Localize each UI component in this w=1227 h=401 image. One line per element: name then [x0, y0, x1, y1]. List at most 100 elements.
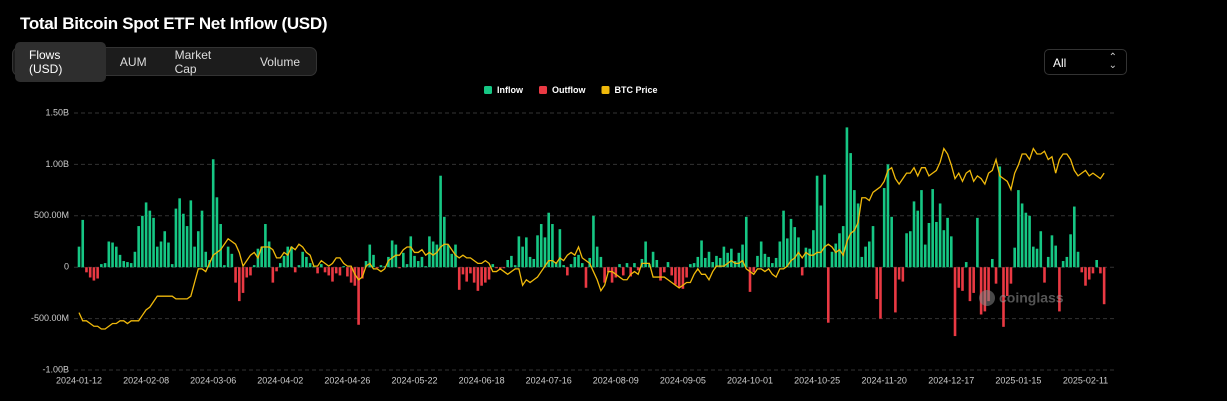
bar [1076, 251, 1080, 268]
bar [532, 258, 536, 268]
bar [961, 267, 964, 291]
bar [491, 264, 495, 268]
bar [957, 267, 961, 288]
bar [890, 216, 893, 268]
bar [834, 243, 838, 268]
x-tick-label: 2024-05-22 [391, 375, 437, 385]
bar [215, 197, 219, 268]
bar [85, 267, 88, 273]
bar [845, 127, 849, 268]
legend-swatch [539, 86, 547, 94]
bar [185, 226, 189, 268]
bar [510, 255, 513, 268]
bar [908, 231, 912, 268]
bar [375, 267, 379, 269]
bar [346, 267, 349, 277]
bar [1087, 267, 1091, 280]
bar [976, 217, 979, 268]
bar [808, 248, 811, 268]
bar [573, 256, 577, 268]
bar [431, 241, 435, 268]
bar [942, 230, 946, 268]
bar [342, 266, 345, 268]
bar [103, 263, 107, 268]
bar [864, 246, 867, 268]
bar [1013, 247, 1016, 268]
select-arrow: ⌃ ⌄ [1108, 52, 1117, 71]
bar [912, 201, 916, 268]
bar [938, 203, 942, 268]
bar [196, 231, 200, 268]
bar [211, 159, 215, 268]
bar [267, 241, 271, 268]
bar [279, 263, 282, 268]
bar [1050, 235, 1054, 268]
bar [219, 224, 222, 268]
bar [327, 267, 331, 276]
bar [517, 236, 521, 268]
bar [946, 217, 949, 268]
bar [1020, 203, 1024, 268]
bar [722, 246, 726, 268]
bar [935, 221, 938, 268]
x-tick-label: 2024-12-17 [928, 375, 974, 385]
x-tick-label: 2025-01-15 [995, 375, 1041, 385]
bar [450, 253, 454, 268]
bar [118, 254, 122, 268]
bar [353, 267, 357, 286]
price-line [78, 147, 1105, 330]
bar [823, 174, 826, 268]
tab[interactable]: AUM [119, 54, 147, 69]
bar [536, 235, 539, 268]
tab[interactable]: Volume [259, 54, 300, 69]
bar [137, 226, 140, 268]
range-select[interactable]: All ⌃ ⌄ [1044, 49, 1127, 75]
x-tick-label: 2024-02-08 [123, 375, 169, 385]
bar [200, 210, 204, 268]
bar [819, 205, 823, 268]
bar [77, 246, 81, 268]
y-tick-label: 1.00B [45, 159, 69, 169]
bar [521, 246, 524, 268]
legend-label: Inflow [497, 85, 524, 95]
watermark: coinglass [979, 290, 1064, 306]
bar [88, 267, 92, 278]
bar [148, 210, 152, 268]
bar [994, 267, 998, 284]
bar [860, 256, 864, 268]
bar [1084, 267, 1087, 286]
bar [759, 241, 763, 268]
bar [368, 244, 372, 268]
bar [163, 231, 167, 268]
bar [1091, 267, 1095, 274]
tab[interactable]: Flows (USD) [15, 41, 106, 82]
bar [502, 267, 506, 269]
bar [1035, 248, 1039, 268]
legend-label: Outflow [552, 85, 586, 95]
y-tick-label: 500.00M [34, 210, 69, 220]
bar [733, 261, 737, 268]
bar [409, 236, 413, 268]
tab[interactable]: Market Cap [174, 47, 212, 76]
bar [126, 262, 129, 268]
bar [785, 238, 789, 268]
bar [804, 247, 808, 268]
bar [849, 153, 852, 268]
bar [446, 244, 450, 268]
bar [141, 215, 144, 268]
bar [923, 244, 927, 268]
bar [96, 267, 99, 279]
bar [435, 244, 439, 268]
bar [1080, 267, 1084, 273]
bar [950, 236, 953, 268]
bar [607, 267, 610, 273]
bar [748, 267, 752, 292]
bar [767, 256, 770, 268]
bar [670, 267, 674, 276]
bar [465, 267, 468, 282]
bar [282, 255, 286, 268]
bar [349, 267, 353, 283]
bar [107, 241, 111, 268]
bar [897, 267, 901, 280]
bar [525, 237, 528, 268]
